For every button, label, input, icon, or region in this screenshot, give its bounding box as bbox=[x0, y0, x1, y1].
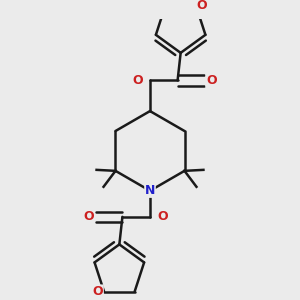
Text: O: O bbox=[132, 74, 143, 87]
Text: O: O bbox=[197, 0, 207, 12]
Text: O: O bbox=[83, 210, 94, 223]
Text: O: O bbox=[157, 210, 168, 223]
Text: N: N bbox=[145, 184, 155, 197]
Text: O: O bbox=[93, 285, 103, 298]
Text: O: O bbox=[206, 74, 217, 87]
